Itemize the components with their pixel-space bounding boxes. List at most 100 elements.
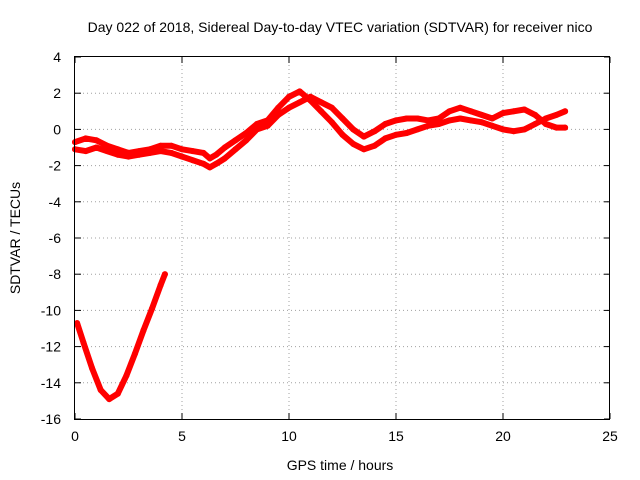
y-tick-label: 2 <box>53 85 61 101</box>
data-point <box>467 108 474 115</box>
data-point <box>213 160 220 167</box>
x-tick-label: 25 <box>602 428 618 444</box>
data-point <box>114 390 121 397</box>
data-point <box>435 121 442 127</box>
data-point <box>206 164 213 171</box>
data-point <box>371 128 378 135</box>
data-point <box>521 126 528 133</box>
data-point <box>157 142 164 149</box>
data-point <box>510 108 517 115</box>
data-point <box>562 124 569 131</box>
data-point <box>253 126 260 133</box>
data-point <box>82 148 89 155</box>
plot-frame <box>74 56 610 420</box>
data-point <box>318 108 325 115</box>
data-point <box>168 149 175 156</box>
data-point <box>553 111 560 118</box>
data-point <box>161 271 168 278</box>
data-point <box>403 130 410 136</box>
y-tick-label: 0 <box>53 121 61 137</box>
y-tick-label: -10 <box>41 302 61 318</box>
data-point <box>307 93 314 100</box>
data-point <box>500 126 506 133</box>
data-point <box>489 115 496 122</box>
data-point <box>339 115 346 122</box>
data-point <box>221 144 228 151</box>
x-tick-label: 10 <box>281 428 297 444</box>
data-point <box>114 151 121 158</box>
x-tick-label: 15 <box>388 428 404 444</box>
x-tick-label: 5 <box>178 428 186 444</box>
data-point <box>553 124 560 131</box>
x-tick-label: 0 <box>71 428 79 444</box>
data-point <box>114 146 121 153</box>
data-point <box>296 88 303 95</box>
data-point <box>123 372 130 379</box>
data-point <box>478 119 485 126</box>
series-track-b <box>72 93 569 171</box>
data-point <box>446 108 453 115</box>
data-point <box>403 115 410 122</box>
data-point <box>425 122 432 129</box>
data-point <box>532 121 539 127</box>
y-tick-label: -8 <box>49 266 62 282</box>
data-point <box>521 106 528 113</box>
data-point <box>350 126 357 133</box>
data-point <box>179 153 185 160</box>
data-point <box>446 117 453 124</box>
data-point <box>414 126 421 133</box>
data-point <box>93 144 100 151</box>
y-tick-label: -12 <box>41 339 61 355</box>
data-point <box>478 111 485 118</box>
data-point <box>489 122 496 129</box>
data-point <box>360 133 367 140</box>
data-point <box>328 104 335 111</box>
series-track-c <box>74 271 168 403</box>
x-tick-label: 20 <box>495 428 511 444</box>
data-point <box>350 140 357 147</box>
x-axis-label: GPS time / hours <box>287 457 394 473</box>
data-point <box>206 155 213 162</box>
data-point <box>457 115 464 122</box>
data-point <box>189 148 196 155</box>
data-point <box>360 146 367 153</box>
data-point <box>106 396 113 403</box>
data-point <box>131 350 138 357</box>
chart-title: Day 022 of 2018, Sidereal Day-to-day VTE… <box>88 19 593 35</box>
data-point <box>532 111 539 118</box>
data-point <box>275 111 282 118</box>
data-point <box>97 387 104 393</box>
data-point <box>82 135 89 142</box>
data-point <box>149 305 155 312</box>
data-point <box>275 104 282 111</box>
y-tick-label: -4 <box>49 194 62 210</box>
data-point <box>253 121 260 127</box>
data-point <box>89 365 96 372</box>
data-point <box>339 131 346 138</box>
data-point <box>125 153 132 160</box>
data-point <box>140 327 147 334</box>
data-point <box>457 104 464 111</box>
data-point <box>510 128 517 135</box>
data-point <box>264 122 271 129</box>
data-point <box>93 137 100 144</box>
data-point <box>221 155 228 162</box>
data-point <box>200 149 207 156</box>
series-track-a <box>72 88 569 162</box>
data-point <box>318 99 325 106</box>
y-tick-label: -16 <box>41 411 61 427</box>
data-point <box>136 151 143 158</box>
data-point <box>232 137 239 144</box>
grid <box>75 57 610 419</box>
data-point <box>179 146 185 153</box>
data-point <box>371 142 378 149</box>
data-point <box>157 282 164 289</box>
data-point <box>80 340 87 346</box>
data-point <box>425 117 432 124</box>
data-point <box>74 320 81 327</box>
data-point <box>393 131 399 138</box>
data-point <box>414 115 421 122</box>
data-point <box>542 121 549 127</box>
data-point <box>104 148 111 155</box>
